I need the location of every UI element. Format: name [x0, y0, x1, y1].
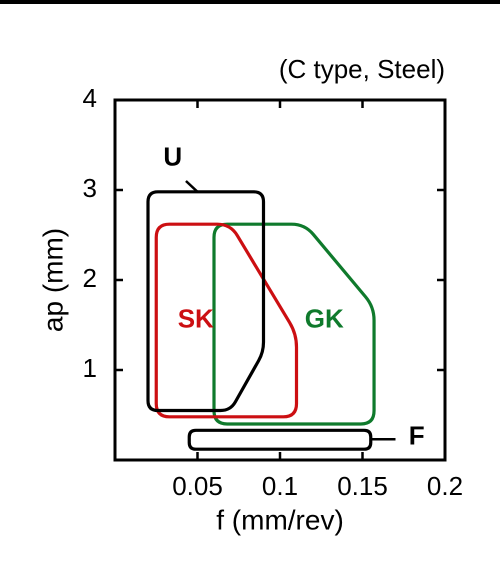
y-axis-label: ap (mm): [37, 228, 68, 332]
chart-title: (C type, Steel): [279, 54, 445, 84]
label-gk: GK: [305, 303, 344, 333]
xtick-label: 0.1: [262, 471, 298, 501]
ytick-label: 1: [83, 353, 97, 383]
top-black-bar: [0, 0, 500, 4]
ytick-label: 2: [83, 263, 97, 293]
xtick-label: 0.15: [337, 471, 388, 501]
ytick-label: 4: [83, 83, 97, 113]
label-u: U: [163, 141, 182, 171]
label-f: F: [409, 420, 425, 450]
x-axis-label: f (mm/rev): [216, 504, 344, 535]
chart-bg: [15, 45, 485, 545]
chart-svg: (C type, Steel) 0.05 0.1 0.15 0.2 1 2 3 4 f (mm/r…: [15, 45, 485, 545]
chart-container: (C type, Steel) 0.05 0.1 0.15 0.2 1 2 3 4 f (mm/r…: [15, 45, 485, 545]
ytick-label: 3: [83, 173, 97, 203]
label-sk: SK: [178, 303, 214, 333]
xtick-label: 0.05: [172, 471, 223, 501]
xtick-label: 0.2: [427, 471, 463, 501]
